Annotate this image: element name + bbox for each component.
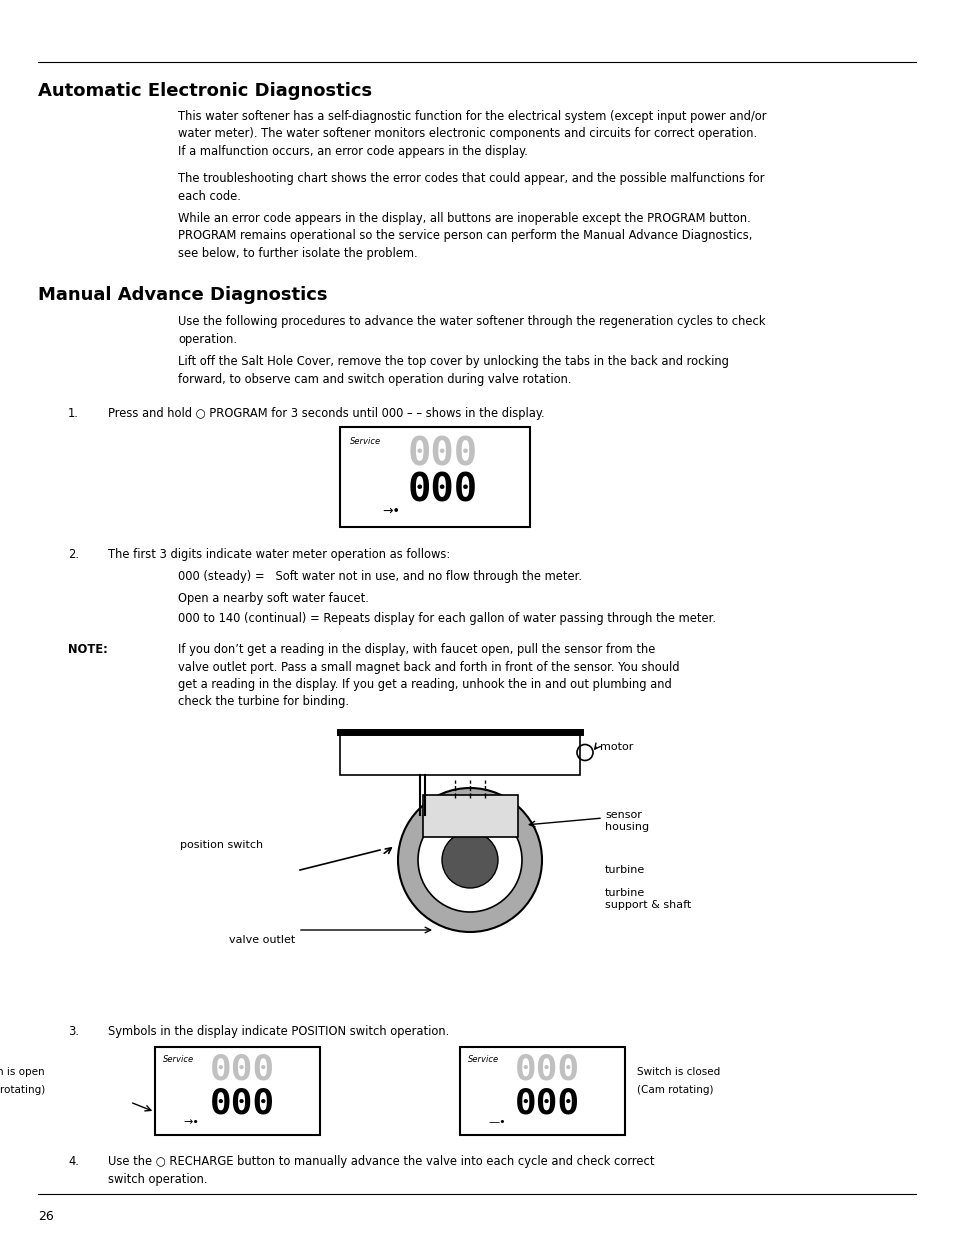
Text: (Cam rotating): (Cam rotating) — [637, 1085, 713, 1095]
Text: 1.: 1. — [68, 406, 79, 420]
Text: 000 to 140 (continual) = Repeats display for each gallon of water passing throug: 000 to 140 (continual) = Repeats display… — [178, 612, 716, 624]
Text: Service: Service — [350, 437, 381, 446]
Text: Press and hold ○ PROGRAM for 3 seconds until 000 – – shows in the display.: Press and hold ○ PROGRAM for 3 seconds u… — [108, 406, 544, 420]
Text: 4.: 4. — [68, 1155, 79, 1168]
Text: 000 (steady) =   Soft water not in use, and no flow through the meter.: 000 (steady) = Soft water not in use, an… — [178, 570, 581, 584]
Text: turbine
support & shaft: turbine support & shaft — [604, 888, 691, 911]
Text: Switch is closed: Switch is closed — [637, 1067, 720, 1077]
Bar — [154, 1047, 319, 1135]
Text: 2.: 2. — [68, 548, 79, 561]
Circle shape — [441, 833, 497, 888]
Text: 26: 26 — [38, 1211, 53, 1223]
Text: →•: →• — [381, 506, 399, 518]
Bar — [339, 730, 579, 776]
Text: Lift off the Salt Hole Cover, remove the top cover by unlocking the tabs in the : Lift off the Salt Hole Cover, remove the… — [178, 356, 728, 385]
Text: Service: Service — [468, 1054, 498, 1064]
Text: 000: 000 — [515, 1087, 579, 1121]
Text: 000: 000 — [210, 1053, 275, 1087]
Text: Service: Service — [163, 1054, 193, 1064]
Text: 000: 000 — [210, 1087, 275, 1121]
Text: If you don’t get a reading in the display, with faucet open, pull the sensor fro: If you don’t get a reading in the displa… — [178, 643, 679, 709]
Text: 000: 000 — [408, 472, 477, 510]
Text: —•: —• — [488, 1118, 505, 1127]
Text: sensor
housing: sensor housing — [604, 810, 648, 833]
Text: 000: 000 — [515, 1053, 579, 1087]
Text: NOTE:: NOTE: — [68, 643, 108, 655]
Text: The first 3 digits indicate water meter operation as follows:: The first 3 digits indicate water meter … — [108, 548, 450, 561]
Text: 3.: 3. — [68, 1025, 79, 1038]
Text: The troubleshooting chart shows the error codes that could appear, and the possi: The troubleshooting chart shows the erro… — [178, 172, 763, 202]
Text: Automatic Electronic Diagnostics: Automatic Electronic Diagnostics — [38, 82, 372, 100]
Circle shape — [397, 788, 541, 932]
Text: motor: motor — [599, 742, 633, 752]
Text: Manual Advance Diagnostics: Manual Advance Diagnostics — [38, 286, 327, 304]
Text: While an error code appears in the display, all buttons are inoperable except th: While an error code appears in the displ… — [178, 212, 752, 260]
Text: →•: →• — [183, 1118, 198, 1127]
Text: Use the following procedures to advance the water softener through the regenerat: Use the following procedures to advance … — [178, 315, 764, 346]
Bar — [459, 1047, 624, 1135]
Bar — [422, 795, 517, 838]
Text: Open a nearby soft water faucet.: Open a nearby soft water faucet. — [178, 592, 369, 605]
Text: (cam not rotating): (cam not rotating) — [0, 1085, 45, 1095]
Text: Switch is open: Switch is open — [0, 1067, 45, 1077]
Text: position switch: position switch — [180, 840, 263, 850]
Bar — [339, 427, 530, 527]
Text: This water softener has a self-diagnostic function for the electrical system (ex: This water softener has a self-diagnosti… — [178, 110, 765, 159]
Text: turbine: turbine — [604, 865, 644, 875]
Text: Use the ○ RECHARGE button to manually advance the valve into each cycle and chec: Use the ○ RECHARGE button to manually ad… — [108, 1155, 654, 1186]
Text: valve outlet: valve outlet — [229, 935, 294, 945]
Text: Symbols in the display indicate POSITION switch operation.: Symbols in the display indicate POSITION… — [108, 1025, 449, 1038]
Text: 000: 000 — [408, 435, 477, 473]
Circle shape — [417, 808, 521, 912]
